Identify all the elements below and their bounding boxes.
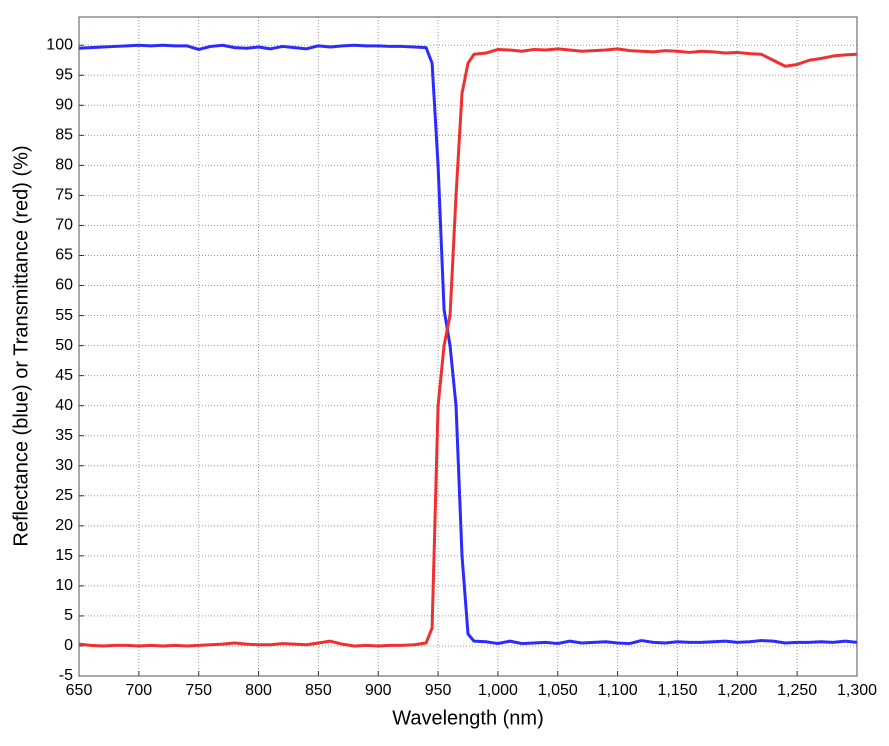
y-tick-label: 65 bbox=[55, 247, 73, 264]
y-tick-label: 5 bbox=[64, 607, 73, 624]
y-tick-label: 20 bbox=[55, 517, 73, 534]
y-tick-label: 70 bbox=[55, 217, 73, 234]
x-tick-label: 1,250 bbox=[777, 682, 817, 699]
data-line bbox=[78, 47, 858, 648]
y-tick-label: 95 bbox=[55, 66, 73, 83]
x-tick-label: 850 bbox=[305, 682, 332, 699]
y-tick-label: 45 bbox=[55, 367, 73, 384]
x-tick-label: 650 bbox=[66, 682, 93, 699]
x-tick-label: 950 bbox=[425, 682, 452, 699]
x-tick-label: 1,200 bbox=[717, 682, 757, 699]
x-tick-label: 1,300 bbox=[837, 682, 877, 699]
y-tick-label: 10 bbox=[55, 577, 73, 594]
y-tick-label: 0 bbox=[64, 637, 73, 654]
x-axis-label: Wavelength (nm) bbox=[392, 707, 544, 729]
data-line bbox=[78, 43, 858, 646]
y-tick-label: 40 bbox=[55, 397, 73, 414]
x-tick-label: 1,000 bbox=[478, 682, 518, 699]
y-tick-label: 75 bbox=[55, 187, 73, 204]
y-tick-label: 90 bbox=[55, 97, 73, 114]
y-tick-label: 50 bbox=[55, 337, 73, 354]
x-tick-label: 900 bbox=[365, 682, 392, 699]
y-axis-label: Reflectance (blue) or Transmittance (red… bbox=[10, 145, 32, 546]
y-tick-label: 80 bbox=[55, 157, 73, 174]
y-tick-label: -5 bbox=[59, 667, 73, 684]
x-tick-label: 1,150 bbox=[657, 682, 697, 699]
x-tick-label: 700 bbox=[125, 682, 152, 699]
y-tick-label: 35 bbox=[55, 427, 73, 444]
y-tick-label: 60 bbox=[55, 277, 73, 294]
y-tick-label: 15 bbox=[55, 547, 73, 564]
x-tick-label: 1,100 bbox=[598, 682, 638, 699]
y-tick-label: 85 bbox=[55, 127, 73, 144]
x-tick-label: 1,050 bbox=[538, 682, 578, 699]
y-tick-label: 30 bbox=[55, 457, 73, 474]
x-tick-label: 750 bbox=[185, 682, 212, 699]
y-tick-label: 25 bbox=[55, 487, 73, 504]
y-tick-label: 100 bbox=[46, 36, 73, 53]
plot-frame bbox=[78, 16, 858, 677]
x-tick-label: 800 bbox=[245, 682, 272, 699]
y-tick-label: 55 bbox=[55, 307, 73, 324]
